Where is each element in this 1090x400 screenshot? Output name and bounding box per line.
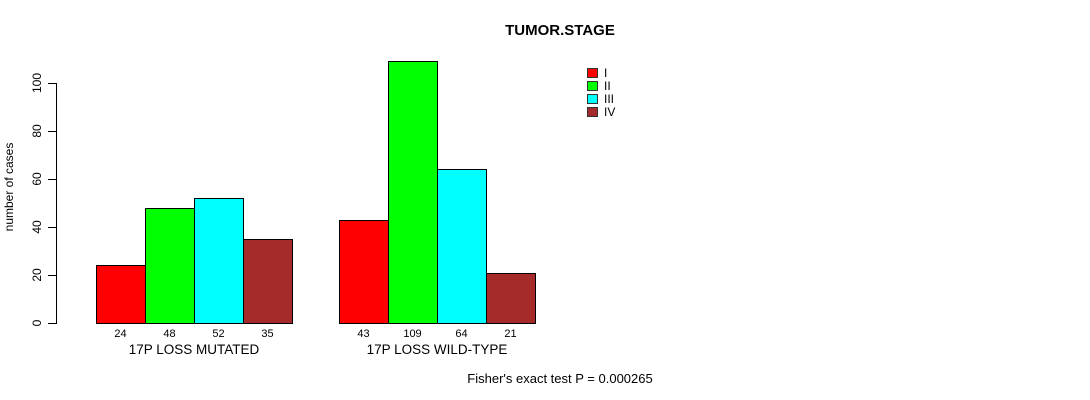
group-label: 17P LOSS WILD-TYPE <box>366 342 508 357</box>
bar-value-label: 64 <box>455 328 468 340</box>
bar <box>388 61 438 324</box>
legend-item: IV <box>587 104 616 119</box>
bar-value-label: 43 <box>357 328 370 340</box>
y-tick <box>48 323 56 324</box>
y-tick <box>48 83 56 84</box>
y-axis-line <box>56 83 57 324</box>
y-tick-label: 40 <box>30 220 44 234</box>
y-tick <box>48 227 56 228</box>
bar <box>194 198 244 324</box>
y-tick-label: 100 <box>30 72 44 94</box>
bar-value-label: 52 <box>212 328 225 340</box>
bar <box>96 265 146 324</box>
legend-label: I <box>604 65 608 80</box>
legend-swatch <box>587 93 598 104</box>
y-tick <box>48 275 56 276</box>
legend-swatch <box>587 106 598 117</box>
bar-value-label: 48 <box>163 328 176 340</box>
bar <box>486 273 536 324</box>
bar-value-label: 35 <box>261 328 274 340</box>
y-tick-label: 60 <box>30 172 44 186</box>
bar <box>437 169 487 324</box>
legend-swatch <box>587 80 598 91</box>
legend-item: II <box>587 78 615 93</box>
y-tick <box>48 179 56 180</box>
y-tick <box>48 131 56 132</box>
bar-value-label: 21 <box>504 328 517 340</box>
legend-item: III <box>587 91 615 106</box>
annotation-text: Fisher's exact test P = 0.000265 <box>467 371 653 386</box>
legend-item: I <box>587 65 615 80</box>
bar <box>243 239 293 324</box>
y-axis-label: number of cases <box>2 142 16 232</box>
y-tick-label: 20 <box>30 268 44 282</box>
legend-swatch <box>587 67 598 78</box>
legend: I II III IV <box>587 65 616 119</box>
bar-value-label: 109 <box>403 328 422 340</box>
legend-label: III <box>604 91 615 106</box>
legend-label: II <box>604 78 611 93</box>
legend-label: IV <box>604 104 616 119</box>
y-tick-label: 0 <box>30 319 44 327</box>
y-tick-label: 80 <box>30 124 44 138</box>
bar-value-label: 24 <box>114 328 127 340</box>
bar <box>145 208 195 324</box>
group-label: 17P LOSS MUTATED <box>128 342 260 357</box>
chart-title: TUMOR.STAGE <box>505 22 615 39</box>
bar <box>339 220 389 324</box>
